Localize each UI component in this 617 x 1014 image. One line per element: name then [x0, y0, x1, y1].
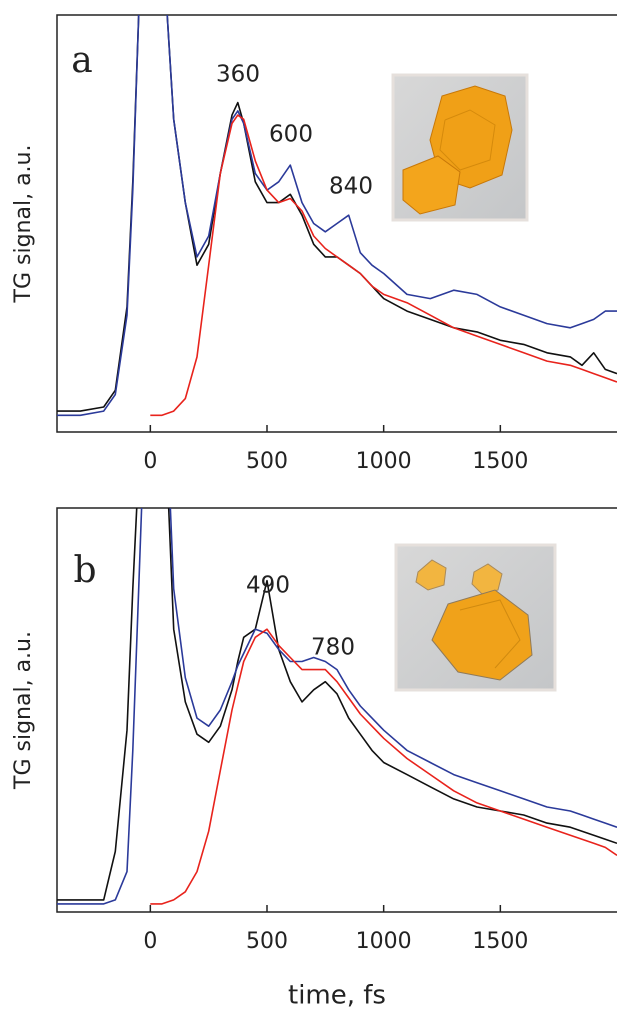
x-axis-label: time, fs	[288, 981, 386, 1011]
signal-line	[150, 114, 617, 417]
annotation: 600	[269, 122, 313, 148]
annotation: 780	[311, 635, 355, 661]
x-tick-label: 1000	[356, 929, 412, 954]
signal-line	[57, 508, 617, 905]
annotation: 360	[216, 62, 260, 88]
x-tick-label: 1500	[472, 449, 528, 474]
plot-area	[57, 508, 617, 905]
signal-line	[57, 15, 617, 412]
inset-photo-a	[391, 73, 529, 222]
annotation: a	[71, 40, 92, 81]
annotation: 840	[329, 174, 373, 200]
axes-frame	[56, 14, 617, 433]
x-tick-label: 500	[246, 929, 288, 954]
x-tick-label: 1500	[472, 929, 528, 954]
x-tick-label: 1000	[356, 449, 412, 474]
y-axis-label: TG signal, a.u.	[11, 631, 36, 790]
annotation: b	[73, 550, 96, 591]
plot-area	[57, 15, 617, 417]
signal-line	[57, 15, 617, 417]
signal-line	[150, 628, 617, 905]
x-tick-label: 0	[143, 929, 157, 954]
y-axis-label: TG signal, a.u.	[11, 145, 36, 304]
annotation: 490	[246, 573, 290, 599]
inset-photo-b	[394, 543, 557, 692]
x-tick-label: 500	[246, 449, 288, 474]
x-tick-label: 0	[143, 449, 157, 474]
axes-frame	[56, 507, 617, 913]
